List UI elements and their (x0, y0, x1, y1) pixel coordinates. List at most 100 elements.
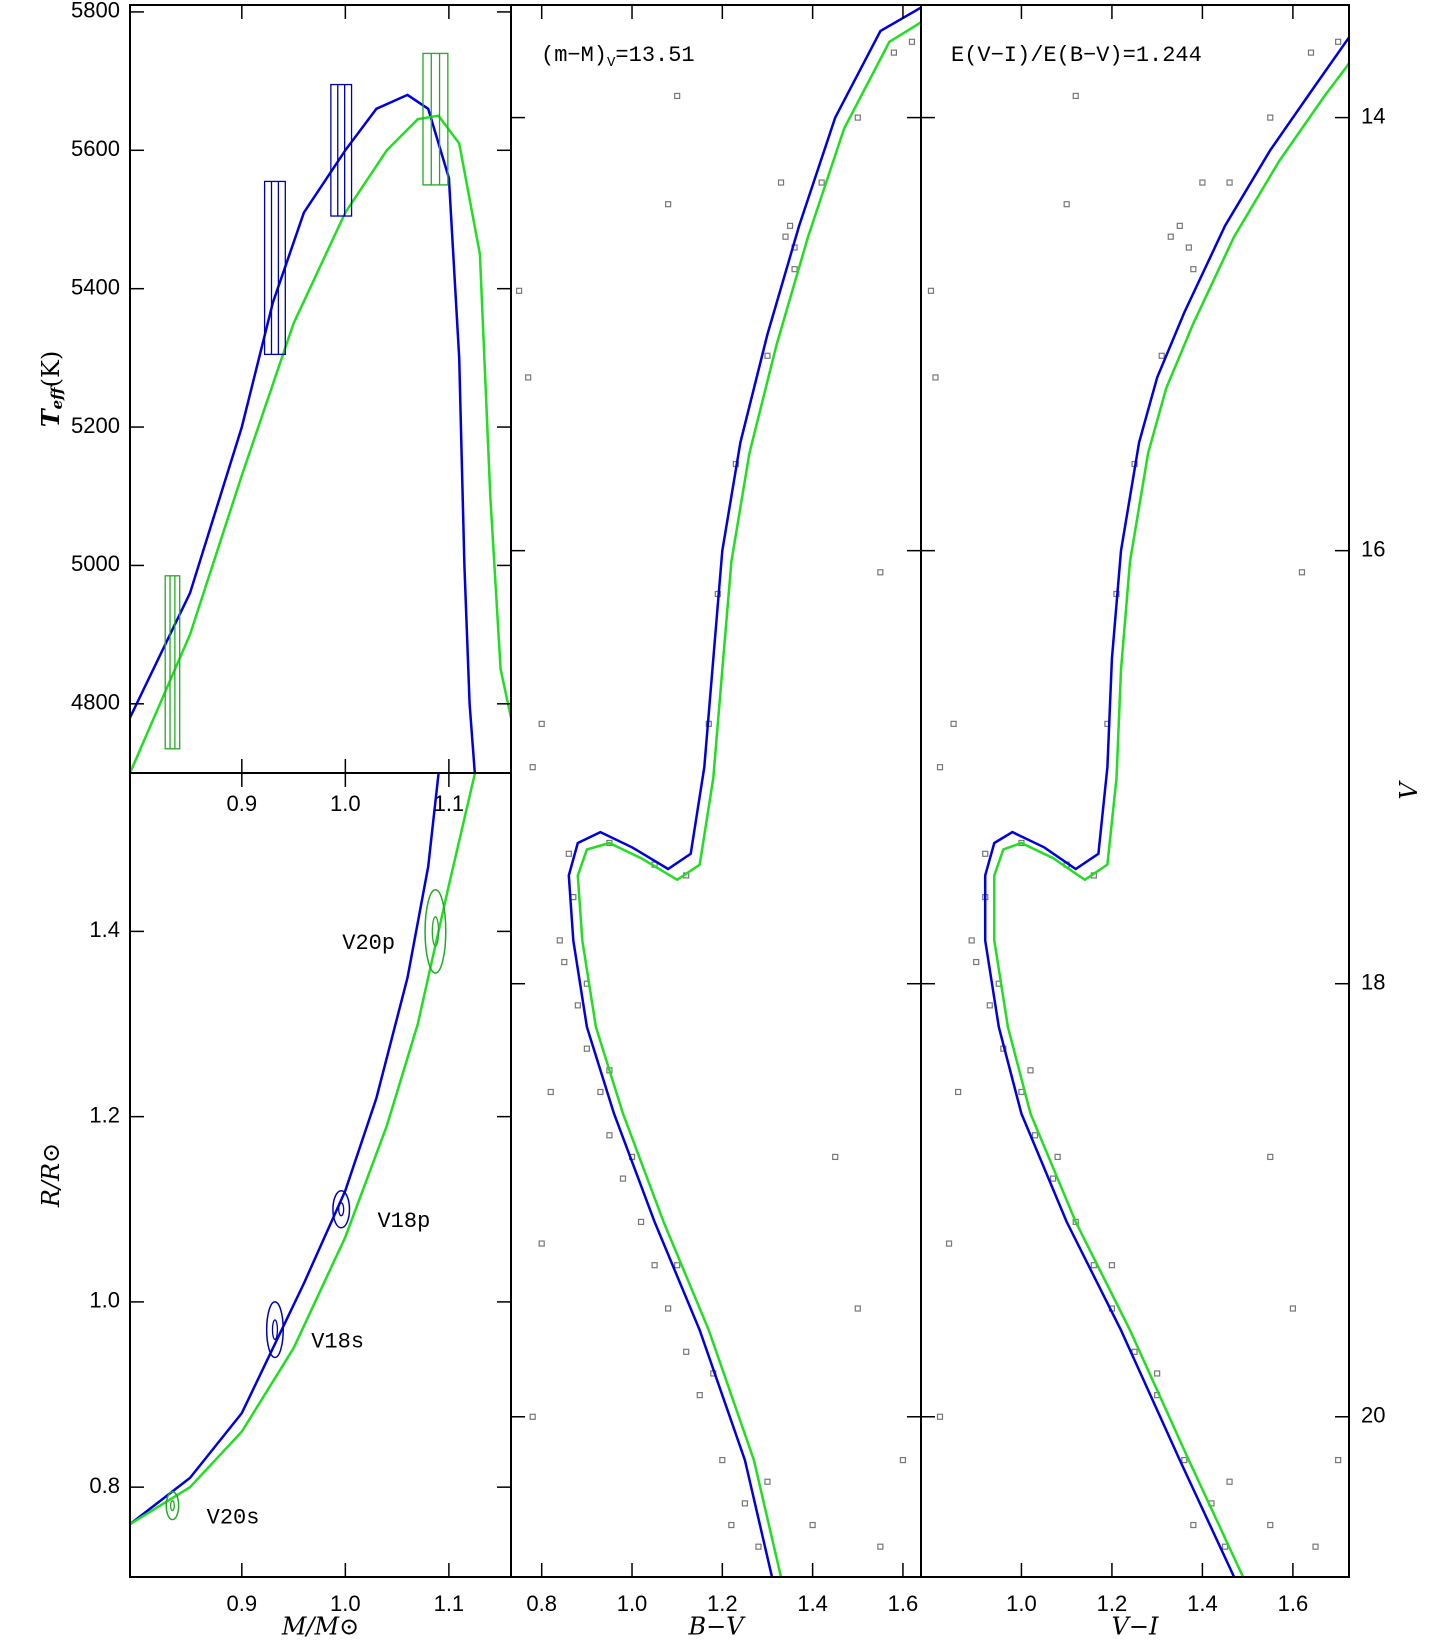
star-point (877, 569, 884, 576)
isochrone (130, 773, 477, 1526)
isochrone (993, 62, 1349, 1577)
star-point (525, 374, 532, 381)
star-point (1108, 1262, 1116, 1269)
star-point (764, 1478, 771, 1485)
error-ellipse (165, 1491, 180, 1521)
panel: 0.8 1.0 1.2 1.4 1.6 B−V (m−M)V=13.51 (510, 4, 922, 1641)
star-point (786, 222, 794, 229)
star-point (899, 1456, 907, 1464)
isochrone (567, 6, 921, 1577)
y-axis-label-main: T (36, 407, 65, 427)
y-tick-label: 5400 (71, 274, 120, 299)
error-box (330, 83, 353, 217)
y-tick-label: 18 (1361, 970, 1385, 995)
star-point (556, 937, 563, 944)
y-axis-label-main: V (1395, 780, 1423, 800)
star-point (1063, 201, 1070, 208)
star-point (936, 1413, 944, 1420)
x-tick-label: 1.0 (330, 791, 361, 816)
star-point (1298, 569, 1306, 576)
isochrone (130, 114, 511, 773)
star-point (1335, 1456, 1342, 1464)
error-ellipse (332, 1189, 351, 1229)
star-point (1289, 1305, 1296, 1312)
star-point (973, 958, 980, 966)
star-point (945, 1240, 953, 1247)
annotation-sub: V (607, 55, 616, 71)
star-point (986, 1002, 993, 1009)
star-point (1054, 1153, 1061, 1161)
star-point (1221, 1543, 1229, 1550)
error-box (422, 52, 449, 186)
star-point (547, 1088, 554, 1096)
star-point (908, 38, 916, 45)
star-point (809, 1521, 816, 1529)
star-point (719, 1456, 726, 1464)
star-point (583, 1045, 590, 1052)
star-point (651, 1262, 658, 1269)
isochrone (983, 36, 1349, 1577)
star-point (1335, 38, 1342, 45)
star-point (764, 352, 771, 359)
star-point (755, 1543, 762, 1550)
error-box (263, 180, 286, 356)
y-tick-label: 1.2 (89, 1102, 120, 1127)
error-ellipse-inner (431, 916, 440, 947)
star-point (561, 958, 568, 966)
x-tick-label: 1.4 (1187, 1591, 1218, 1616)
star-point (565, 850, 572, 857)
x-axis-label: V−I (1112, 1613, 1159, 1641)
star-point (936, 764, 944, 771)
y-axis-label: Teff(K) (36, 351, 67, 427)
annotation-text: E(V−I)/E(B−V)=1.244 (951, 43, 1202, 68)
star-point (1031, 1132, 1039, 1139)
y-tick-label: 16 (1361, 536, 1385, 561)
star-point (1072, 92, 1079, 100)
star-point (890, 49, 898, 56)
error-ellipse-inner (169, 1500, 175, 1512)
isochrone (130, 93, 477, 773)
y-tick-label: 5200 (71, 413, 120, 438)
error-ellipse-inner (271, 1319, 279, 1341)
star-point (728, 1521, 735, 1529)
star-point (1154, 1370, 1161, 1377)
plot-area (927, 36, 1349, 1577)
plot-area (130, 773, 477, 1526)
star-point (1190, 266, 1197, 273)
x-tick-label: 1.0 (617, 1591, 648, 1616)
star-point (1185, 244, 1192, 251)
annotation: (m−M)V=13.51 (541, 43, 695, 71)
y-tick-label: 5600 (71, 136, 120, 161)
star-point (574, 1002, 581, 1009)
star-point (665, 201, 672, 208)
star-point (854, 1305, 861, 1312)
isochrone (576, 21, 921, 1577)
y-axis-label: R/R⊙ (37, 1143, 65, 1208)
panel: 0.9 1.0 1.1 4800 5000 5200 5400 5600 5800 Teff(K) (36, 0, 512, 816)
x-tick-label: 1.2 (707, 1591, 738, 1616)
star-point (950, 720, 957, 727)
annotation: E(V−I)/E(B−V)=1.244 (951, 43, 1202, 68)
annotation-text: (m−M) (541, 43, 607, 68)
star-point (1167, 233, 1174, 240)
star-point (1199, 179, 1206, 186)
star-label: V18s (311, 1329, 364, 1354)
error-ellipse (265, 1301, 284, 1359)
x-tick-label: 1.6 (888, 1591, 919, 1616)
star-point (982, 850, 989, 857)
star-point (777, 179, 785, 186)
star-point (665, 1305, 672, 1312)
star-point (1176, 222, 1183, 229)
star-point (597, 1088, 604, 1096)
star-point (954, 1088, 962, 1096)
star-point (1267, 1521, 1274, 1529)
star-point (1226, 179, 1233, 186)
y-axis-label-main: R/R⊙ (37, 1143, 65, 1208)
star-point (637, 1218, 645, 1225)
isochrone (130, 773, 440, 1526)
star-point (741, 1500, 748, 1507)
y-tick-label: 5800 (71, 0, 120, 23)
y-tick-label: 14 (1361, 103, 1385, 128)
x-tick-label: 0.8 (526, 1591, 557, 1616)
